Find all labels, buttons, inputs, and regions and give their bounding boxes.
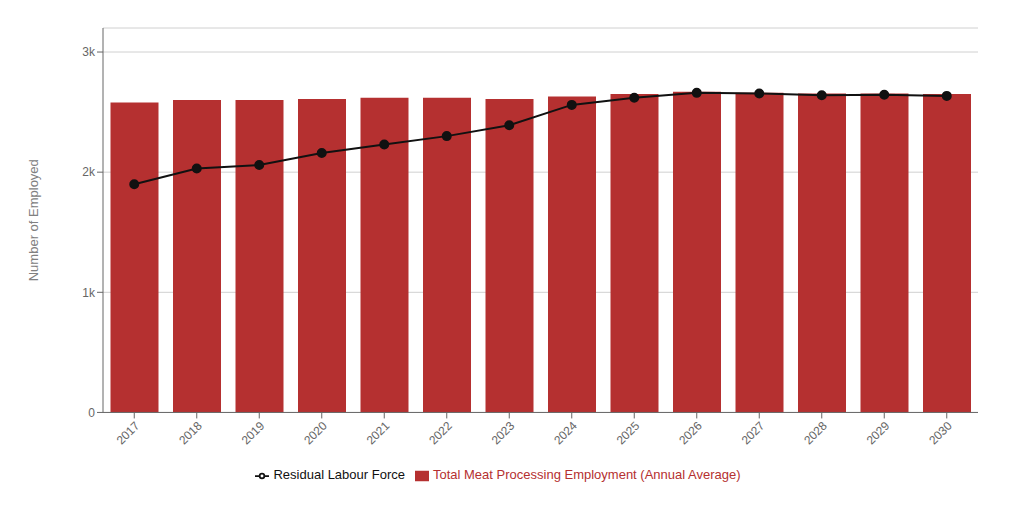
html-text:Residual Labour Force: Residual Labour Force [273, 467, 405, 483]
svg-text:2k: 2k [82, 165, 96, 179]
html-text:Total Meat Processing Employme: Total Meat Processing Employment (Annual… [433, 467, 741, 483]
svg-text:2026: 2026 [676, 418, 705, 447]
svg-text:2028: 2028 [801, 418, 830, 447]
svg-text:2024: 2024 [551, 418, 580, 447]
svg-text:2019: 2019 [239, 418, 268, 447]
svg-text:2027: 2027 [739, 418, 768, 447]
svg-text:2025: 2025 [614, 418, 643, 447]
svg-text:1k: 1k [82, 286, 96, 300]
svg-text:3k: 3k [82, 45, 96, 59]
svg-text:2023: 2023 [489, 418, 518, 447]
svg-text:2030: 2030 [926, 418, 955, 447]
svg-text:2020: 2020 [301, 418, 330, 447]
svg-text:2029: 2029 [864, 418, 893, 447]
svg-text:2018: 2018 [176, 418, 205, 447]
svg-text:Number of Employed: Number of Employed [26, 159, 41, 281]
svg-text:2021: 2021 [364, 418, 393, 447]
svg-text:0: 0 [88, 406, 95, 420]
svg-text:2017: 2017 [114, 418, 143, 447]
svg-text:2022: 2022 [426, 418, 455, 447]
